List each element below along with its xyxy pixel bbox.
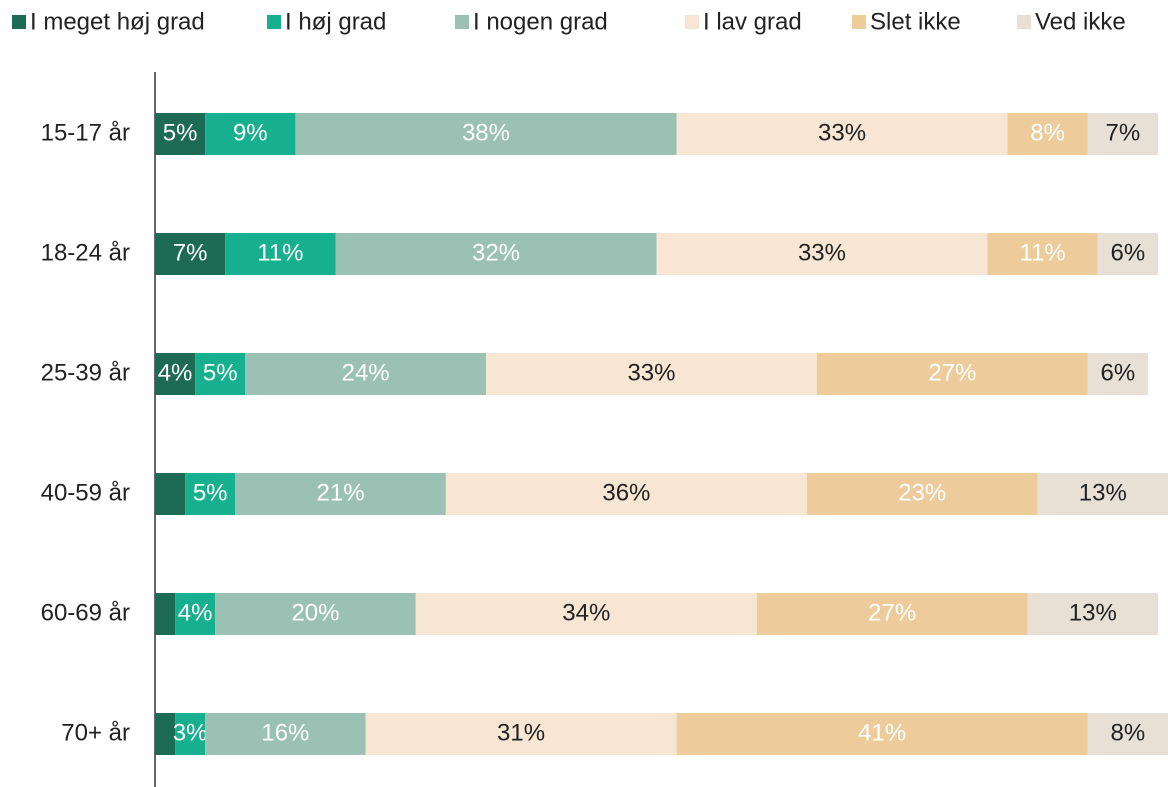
bar-segment <box>335 233 657 275</box>
bar-segment <box>175 713 206 755</box>
bar-segment <box>185 473 236 515</box>
value-label: 7% <box>173 239 208 266</box>
value-label: 3% <box>173 719 208 746</box>
value-label: 31% <box>497 719 545 746</box>
legend-marker <box>852 15 866 29</box>
bar-segment <box>195 353 246 395</box>
bar-segment <box>987 233 1098 275</box>
value-label: 32% <box>472 239 520 266</box>
bar-segment <box>445 473 807 515</box>
value-label: 5% <box>163 119 198 146</box>
value-label: 36% <box>602 479 650 506</box>
bar-segment <box>205 113 296 155</box>
bar-segment <box>756 593 1028 635</box>
bar-segment <box>485 353 817 395</box>
bar-segment <box>245 353 486 395</box>
value-label: 13% <box>1079 479 1127 506</box>
bar-segment <box>295 113 677 155</box>
value-label: 33% <box>818 119 866 146</box>
bar-segment <box>155 113 206 155</box>
legend-marker <box>12 15 26 29</box>
value-label: 33% <box>627 359 675 386</box>
category-label: 25-39 år <box>41 359 130 386</box>
bar-segment <box>676 713 1088 755</box>
bar-segment <box>676 113 1008 155</box>
legend-label: Slet ikke <box>870 8 961 35</box>
category-label: 40-59 år <box>41 479 130 506</box>
value-label: 38% <box>462 119 510 146</box>
bar-segment <box>1087 713 1168 755</box>
bar-segment <box>1027 593 1158 635</box>
value-label: 11% <box>257 239 303 266</box>
value-label: 27% <box>928 359 976 386</box>
value-label: 8% <box>1111 719 1146 746</box>
bar-segment <box>1007 113 1088 155</box>
value-label: 41% <box>858 719 906 746</box>
value-label: 20% <box>291 599 339 626</box>
bar-segment <box>1087 113 1158 155</box>
value-label: 33% <box>798 239 846 266</box>
bar-segment <box>155 713 176 755</box>
legend-marker <box>267 15 281 29</box>
value-label: 27% <box>868 599 916 626</box>
value-label: 6% <box>1111 239 1146 266</box>
bar-segment <box>806 473 1038 515</box>
value-label: 4% <box>158 359 193 386</box>
value-label: 9% <box>233 119 268 146</box>
legend-label: I lav grad <box>703 8 802 35</box>
bar-segment <box>175 593 216 635</box>
bar-segment <box>1097 233 1158 275</box>
bar-segment <box>365 713 677 755</box>
bar-segment <box>235 473 446 515</box>
bar-segment <box>155 473 186 515</box>
legend-label: I høj grad <box>285 8 386 35</box>
category-label: 18-24 år <box>41 239 130 266</box>
category-label: 15-17 år <box>41 119 130 146</box>
category-label: 60-69 år <box>41 599 130 626</box>
value-label: 23% <box>898 479 946 506</box>
bar-segment <box>215 593 416 635</box>
bar-segment <box>205 713 366 755</box>
category-label: 70+ år <box>61 719 130 746</box>
legend-marker <box>685 15 699 29</box>
value-label: 8% <box>1030 119 1065 146</box>
value-label: 11% <box>1019 239 1065 266</box>
legend-label: I nogen grad <box>473 8 608 35</box>
bar-segment <box>816 353 1088 395</box>
value-label: 13% <box>1069 599 1117 626</box>
bar-segment <box>155 353 196 395</box>
value-label: 21% <box>317 479 365 506</box>
bar-segment <box>155 233 226 275</box>
legend-label: Ved ikke <box>1035 8 1126 35</box>
bar-segment <box>1037 473 1168 515</box>
bar-segment <box>1087 353 1148 395</box>
legend-marker <box>455 15 469 29</box>
bar-segment <box>155 593 176 635</box>
value-label: 6% <box>1101 359 1136 386</box>
value-label: 24% <box>342 359 390 386</box>
bar-segment <box>415 593 757 635</box>
legend-marker <box>1017 15 1031 29</box>
value-label: 4% <box>178 599 213 626</box>
value-label: 5% <box>203 359 238 386</box>
value-label: 5% <box>193 479 228 506</box>
value-label: 7% <box>1106 119 1141 146</box>
bar-segment <box>656 233 988 275</box>
value-label: 16% <box>261 719 309 746</box>
bar-segment <box>225 233 336 275</box>
legend-label: I meget høj grad <box>30 8 205 35</box>
value-label: 34% <box>562 599 610 626</box>
